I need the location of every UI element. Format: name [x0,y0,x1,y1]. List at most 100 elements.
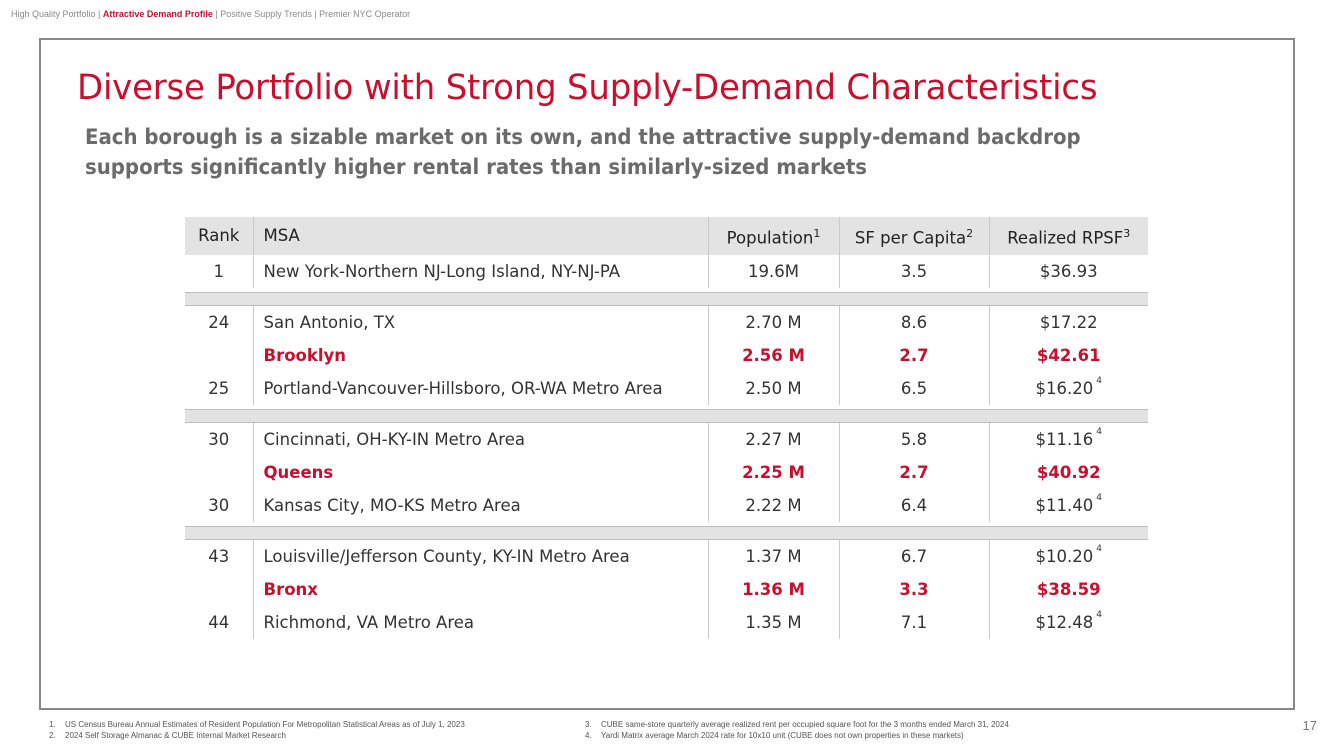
cell-msa: Louisville/Jefferson County, KY-IN Metro… [252,539,708,573]
cell-rank: 44 [185,606,253,639]
footnote-marker: 4 [1096,375,1102,386]
cell-msa-value: Portland-Vancouver-Hillsboro, OR-WA Metr… [263,378,663,398]
table-row-borough: Brooklyn 2.56 M 2.7 $42.61 [185,338,1148,372]
header-sf-label: SF per Capita [854,228,967,248]
header-population-label: Population [726,228,814,248]
cell-population-value: 2.56 M [742,345,805,365]
header-population: Population1 [707,217,839,255]
footnote-text: CUBE same-store quarterly average realiz… [601,720,1009,729]
cell-realized-rpsf-value: $11.40 [1035,495,1094,515]
table-row: 30 Kansas City, MO-KS Metro Area 2.22 M 6.4… [185,488,1148,522]
footnote-marker: 4 [1096,543,1102,554]
cell-population: 2.50 M [707,371,839,405]
cell-rank-value: 30 [208,495,230,515]
footnote-marker: 4 [1096,492,1102,503]
footnote-marker: 4 [1096,426,1102,437]
separator-cell [185,525,1148,540]
cell-rank-value: 43 [208,546,230,566]
cell-realized-rpsf-value: $42.61 [1036,345,1101,365]
group-separator [185,525,1148,540]
cell-msa: Cincinnati, OH-KY-IN Metro Area [252,422,708,456]
table-body: 1 New York-Northern NJ-Long Island, NY-NJ… [185,254,1148,639]
footnotes-left: 1. US Census Bureau Annual Estimates of R… [49,719,465,741]
table-header-row: Rank MSA Population1 SF per Capita2 Real… [185,217,1148,255]
footnote-text: US Census Bureau Annual Estimates of Res… [65,720,465,729]
footnote-marker: 3 [1123,227,1131,240]
cell-realized-rpsf-value: $11.16 [1035,429,1094,449]
footnote-number: 4. [585,731,592,740]
cell-population: 2.27 M [707,422,839,456]
cell-population: 1.37 M [707,539,839,573]
breadcrumb-separator: | [95,9,103,19]
header-rank: Rank [185,217,253,255]
cell-population: 2.70 M [707,305,839,339]
cell-population-value: 2.22 M [745,495,802,515]
cell-realized-rpsf: $17.22 [988,305,1148,339]
cell-rank-value: 24 [208,312,230,332]
cell-population-value: 2.27 M [745,429,802,449]
breadcrumb-item: Premier NYC Operator [319,9,411,19]
cell-msa-value: Kansas City, MO-KS Metro Area [263,495,521,515]
cell-rank: 1 [185,255,253,288]
cell-msa: Brooklyn [252,338,708,372]
cell-population-value: 1.35 M [745,612,802,632]
cell-population-value: 19.6M [748,261,799,281]
cell-realized-rpsf-value: $40.92 [1036,462,1101,482]
cell-population: 2.22 M [707,488,839,522]
cell-sf-per-capita: 8.6 [838,305,989,339]
header-rpsf-label: Realized RPSF [1007,228,1124,248]
cell-rank: 24 [185,305,253,339]
page-number: 17 [1302,718,1317,733]
footnote-marker: 4 [1096,609,1102,620]
cell-msa: New York-Northern NJ-Long Island, NY-NJ-… [252,254,708,288]
breadcrumb: High Quality Portfolio | Attractive Dema… [11,9,410,19]
footnote-marker: 1 [813,227,821,240]
cell-realized-rpsf: $12.48 4 [988,605,1148,639]
cell-rank: 43 [185,539,253,573]
group-separator [185,408,1148,423]
cell-realized-rpsf-value: $10.20 [1035,546,1094,566]
cell-realized-rpsf-value: $17.22 [1039,312,1098,332]
cell-rank-value: 1 [213,261,225,281]
cell-sf-per-capita-value: 6.7 [900,546,928,566]
cell-population: 1.35 M [707,605,839,639]
msa-comparison-table: Rank MSA Population1 SF per Capita2 Real… [185,217,1148,639]
cell-msa: Portland-Vancouver-Hillsboro, OR-WA Metr… [252,371,708,405]
cell-realized-rpsf: $36.93 [988,254,1148,288]
table-row: 44 Richmond, VA Metro Area 1.35 M 7.1 $12.48… [185,605,1148,639]
cell-realized-rpsf: $40.92 [988,455,1148,489]
cell-sf-per-capita-value: 6.5 [900,378,928,398]
cell-realized-rpsf-value: $38.59 [1036,579,1101,599]
table-row: 25 Portland-Vancouver-Hillsboro, OR-WA Me… [185,371,1148,405]
footnote-number: 3. [585,720,592,729]
cell-realized-rpsf: $16.20 4 [988,371,1148,405]
cell-sf-per-capita-value: 5.8 [900,429,928,449]
cell-population: 1.36 M [707,572,839,606]
cell-rank [185,456,253,489]
cell-population-value: 2.50 M [745,378,802,398]
table-row-borough: Bronx 1.36 M 3.3 $38.59 [185,572,1148,606]
cell-sf-per-capita: 6.7 [838,539,989,573]
cell-sf-per-capita-value: 2.7 [899,462,929,482]
cell-realized-rpsf-value: $12.48 [1035,612,1094,632]
cell-rank: 30 [185,489,253,522]
cell-sf-per-capita-value: 3.3 [899,579,929,599]
cell-population: 19.6M [707,254,839,288]
breadcrumb-separator: | [311,9,320,19]
cell-sf-per-capita: 6.4 [838,488,989,522]
cell-msa: Bronx [252,572,708,606]
header-msa: MSA [252,217,708,255]
cell-sf-per-capita: 6.5 [838,371,989,405]
cell-sf-per-capita: 2.7 [838,455,989,489]
cell-sf-per-capita-value: 2.7 [899,345,929,365]
cell-realized-rpsf: $11.40 4 [988,488,1148,522]
footnote: 3. CUBE same-store quarterly average real… [585,719,1009,730]
cell-realized-rpsf: $42.61 [988,338,1148,372]
cell-msa: San Antonio, TX [252,305,708,339]
cell-msa-value: Richmond, VA Metro Area [263,612,475,632]
table-row: 43 Louisville/Jefferson County, KY-IN Met… [185,539,1148,573]
cell-rank [185,573,253,606]
cell-rank [185,339,253,372]
cell-population-value: 1.36 M [742,579,805,599]
footnote: 1. US Census Bureau Annual Estimates of R… [49,719,465,730]
